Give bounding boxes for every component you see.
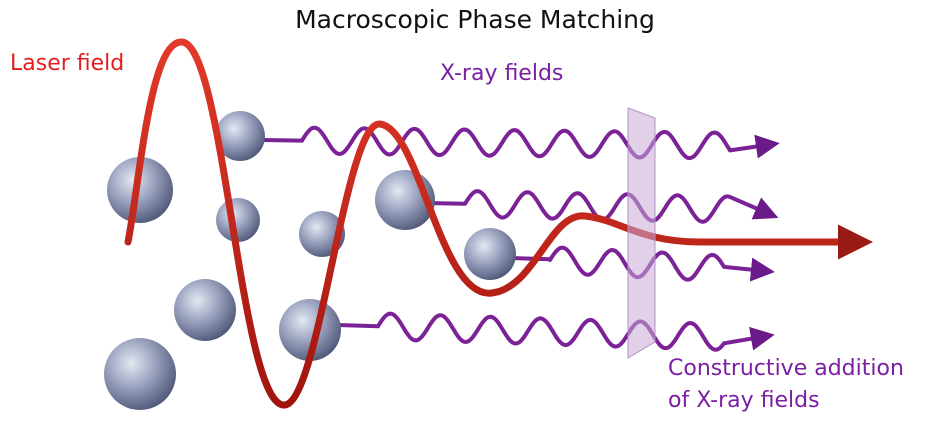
laser-wave xyxy=(128,42,845,405)
detection-plane xyxy=(628,108,655,358)
sphere xyxy=(104,338,176,410)
laser-label: Laser field xyxy=(10,51,124,76)
xray-wave xyxy=(262,128,760,158)
xray-label: X-ray fields xyxy=(440,61,563,86)
xray-wave xyxy=(338,314,755,350)
constructive-label: Constructive addition xyxy=(668,356,904,381)
diagram: Macroscopic Phase Matching Laser field X… xyxy=(0,0,925,421)
sphere xyxy=(174,279,236,341)
sphere xyxy=(464,228,516,280)
title: Macroscopic Phase Matching xyxy=(295,5,655,34)
constructive-label: of X-ray fields xyxy=(668,388,820,413)
page: Macroscopic Phase Matching Laser field X… xyxy=(0,0,925,421)
sphere xyxy=(216,198,260,242)
